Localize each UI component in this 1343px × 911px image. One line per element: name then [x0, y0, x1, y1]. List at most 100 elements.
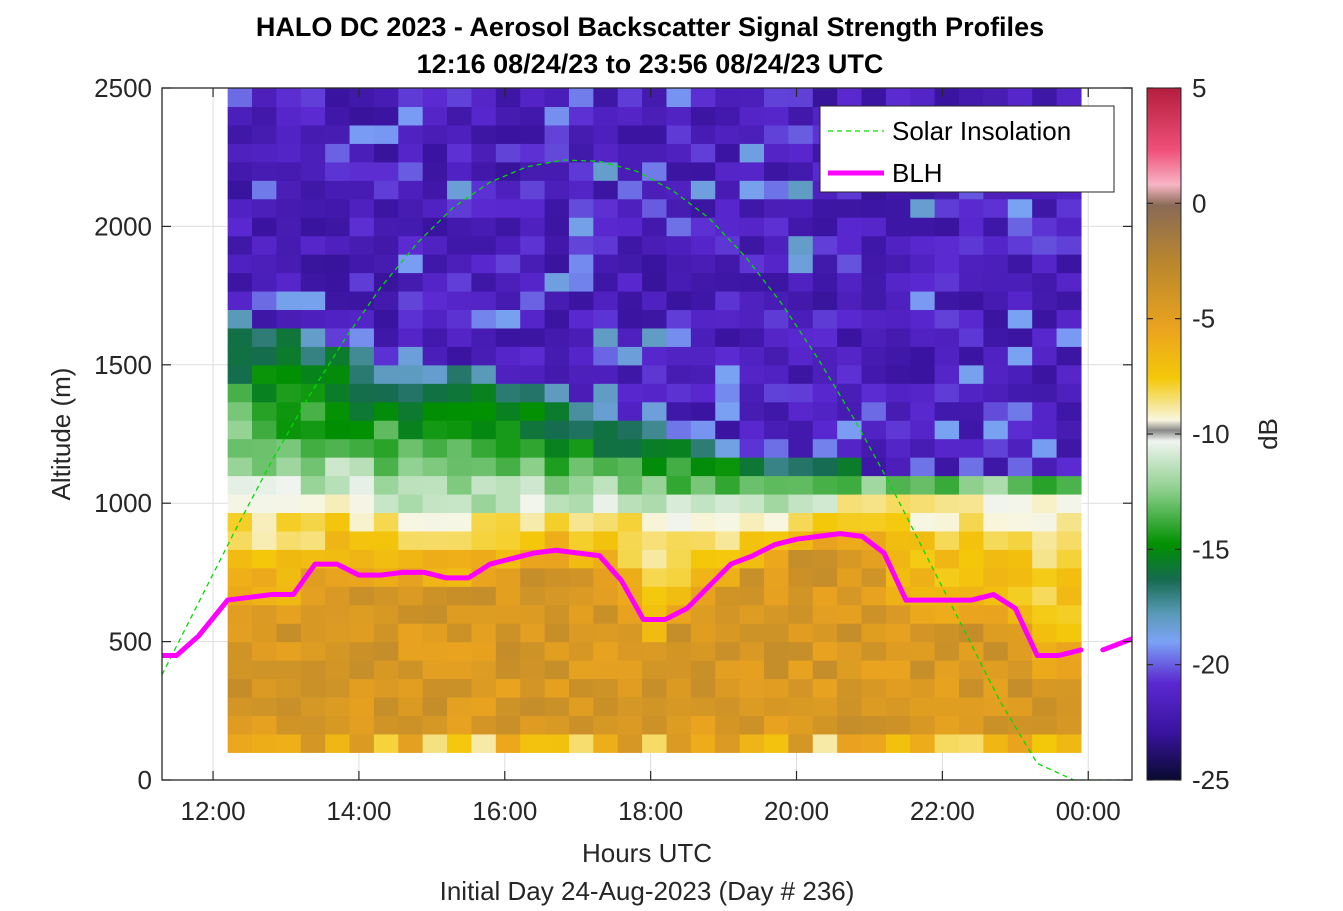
heatmap-cell [568, 733, 594, 753]
heatmap-cell [520, 678, 546, 698]
heatmap-cell [495, 623, 521, 643]
heatmap-cell [422, 660, 448, 680]
heatmap-cell [934, 623, 960, 643]
heatmap-cell [568, 567, 594, 587]
heatmap-cell [447, 254, 473, 274]
heatmap-cell [861, 641, 887, 661]
heatmap-cell [300, 198, 326, 218]
heatmap-cell [1032, 660, 1058, 680]
heatmap-cell [1032, 217, 1058, 237]
heatmap-cell [568, 586, 594, 606]
heatmap-cell [495, 401, 521, 421]
heatmap-cell [617, 327, 643, 347]
heatmap-cell [398, 272, 424, 292]
heatmap-cell [520, 567, 546, 587]
heatmap-cell [764, 346, 789, 366]
heatmap-cell [764, 660, 789, 680]
heatmap-cell [910, 457, 936, 477]
heatmap-cell [885, 696, 911, 717]
heatmap-cell [959, 272, 985, 292]
heatmap-cell [885, 420, 911, 440]
heatmap-cell [1032, 475, 1058, 495]
heatmap-cell [715, 678, 741, 698]
heatmap-cell [715, 290, 741, 311]
heatmap-cell [812, 678, 838, 698]
heatmap-cell [910, 604, 936, 624]
heatmap-cell [1056, 383, 1082, 403]
heatmap-cell [398, 124, 424, 144]
heatmap-cell [642, 567, 668, 587]
heatmap-cell [349, 254, 375, 274]
heatmap-cell [617, 457, 643, 477]
heatmap-cell [227, 438, 253, 458]
heatmap-cell [227, 106, 253, 126]
heatmap-cell [861, 346, 887, 366]
heatmap-cell [983, 715, 1009, 735]
heatmap-cell [617, 420, 643, 440]
heatmap-cell [715, 327, 741, 347]
heatmap-cell [373, 364, 399, 384]
heatmap-cell [739, 420, 765, 440]
heatmap-cell [422, 198, 448, 218]
heatmap-cell [812, 309, 838, 329]
heatmap-cell [983, 327, 1009, 347]
heatmap-cell [227, 124, 253, 144]
heatmap-cell [422, 290, 448, 311]
heatmap-cell [568, 604, 594, 624]
heatmap-cell [349, 235, 375, 255]
heatmap-cell [666, 106, 692, 126]
heatmap-cell [544, 623, 570, 643]
heatmap-cell [983, 272, 1009, 292]
heatmap-cell [398, 180, 424, 200]
heatmap-cell [764, 401, 789, 421]
heatmap-cell [544, 254, 570, 274]
heatmap-cell [812, 290, 838, 311]
heatmap-cell [642, 180, 668, 200]
heatmap-cell [812, 88, 838, 108]
heatmap-cell [227, 549, 253, 569]
heatmap-cell [495, 586, 521, 606]
legend: Solar Insolation BLH [819, 105, 1115, 193]
heatmap-cell [276, 383, 302, 403]
heatmap-cell [690, 641, 716, 661]
heatmap-cell [788, 438, 814, 458]
heatmap-cell [861, 512, 887, 532]
heatmap-cell [276, 217, 302, 237]
heatmap-cell [520, 161, 546, 181]
heatmap-cell [837, 88, 863, 108]
heatmap-cell [1056, 254, 1082, 274]
heatmap-cell [617, 124, 643, 144]
heatmap-cell [690, 235, 716, 255]
heatmap-cell [447, 346, 473, 366]
heatmap-cell [690, 549, 716, 569]
heatmap-cell [422, 106, 448, 126]
heatmap-cell [715, 383, 741, 403]
heatmap-cell [788, 475, 814, 495]
x-tick-label: 14:00 [326, 796, 391, 826]
colorbar-tick-label: 5 [1192, 73, 1206, 103]
heatmap-cell [788, 696, 814, 717]
heatmap-cell [495, 733, 521, 753]
heatmap-cell [373, 383, 399, 403]
heatmap-cell [593, 198, 619, 218]
heatmap-cell [568, 88, 594, 108]
heatmap-cell [788, 327, 814, 347]
heatmap-cell [910, 420, 936, 440]
heatmap-cell [885, 364, 911, 384]
heatmap-cell [861, 383, 887, 403]
heatmap-cell [959, 364, 985, 384]
heatmap-cell [1007, 586, 1033, 606]
heatmap-cell [398, 678, 424, 698]
heatmap-cell [959, 346, 985, 366]
heatmap-cell [642, 641, 668, 661]
heatmap-cell [861, 88, 887, 108]
heatmap-cell [422, 124, 448, 144]
heatmap-cell [252, 217, 277, 237]
heatmap-cell [447, 217, 473, 237]
heatmap-cell [666, 143, 692, 163]
heatmap-cell [447, 678, 473, 698]
heatmap-cell [666, 512, 692, 532]
heatmap-cell [764, 604, 789, 624]
heatmap-cell [252, 143, 277, 163]
heatmap-cell [495, 346, 521, 366]
